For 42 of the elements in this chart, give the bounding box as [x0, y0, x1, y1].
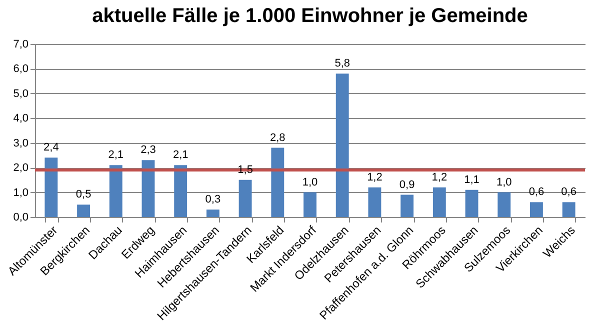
data-label: 0,9: [399, 178, 415, 191]
bar: [206, 210, 220, 217]
data-label: 5,8: [334, 58, 350, 70]
bar: [238, 180, 252, 217]
chart-title: aktuelle Fälle je 1.000 Einwohner je Gemeinde: [92, 5, 528, 27]
bar: [77, 204, 90, 217]
bar: [530, 202, 543, 217]
bar: [304, 192, 316, 217]
data-label: 1,0: [496, 176, 512, 188]
bar: [465, 190, 478, 217]
y-tick-label: 3,0: [13, 137, 28, 150]
data-label: 2,8: [270, 132, 286, 144]
bar: [368, 187, 382, 217]
bar: [400, 194, 414, 217]
bar: [336, 74, 349, 217]
data-label: 0,5: [76, 188, 92, 201]
y-tick-label: 7,0: [13, 38, 28, 50]
y-tick-label: 1,0: [13, 186, 28, 199]
data-label: 1,2: [367, 171, 382, 184]
bar: [498, 192, 511, 217]
data-label: 0,6: [561, 186, 576, 198]
bar: [109, 165, 122, 217]
bar: [174, 165, 188, 217]
bar: [142, 160, 155, 217]
y-tick-label: 4,0: [13, 112, 28, 125]
data-label: 1,0: [302, 176, 318, 188]
bar: [44, 158, 58, 217]
data-label: 2,3: [140, 144, 156, 156]
data-label: 2,1: [108, 149, 124, 162]
y-tick-label: 0,0: [13, 212, 28, 224]
data-label: 0,6: [528, 186, 544, 198]
data-label: 2,1: [172, 149, 188, 162]
y-tick-label: 5,0: [13, 88, 28, 100]
bar: [271, 148, 284, 217]
y-tick-label: 2,0: [13, 162, 28, 174]
y-tick-label: 6,0: [13, 63, 28, 76]
data-label: 2,4: [44, 142, 59, 154]
data-label: 1,2: [432, 171, 448, 184]
bar: [562, 202, 576, 217]
data-label: 0,3: [205, 194, 221, 206]
bar: [432, 187, 446, 217]
data-label: 1,1: [464, 174, 480, 186]
